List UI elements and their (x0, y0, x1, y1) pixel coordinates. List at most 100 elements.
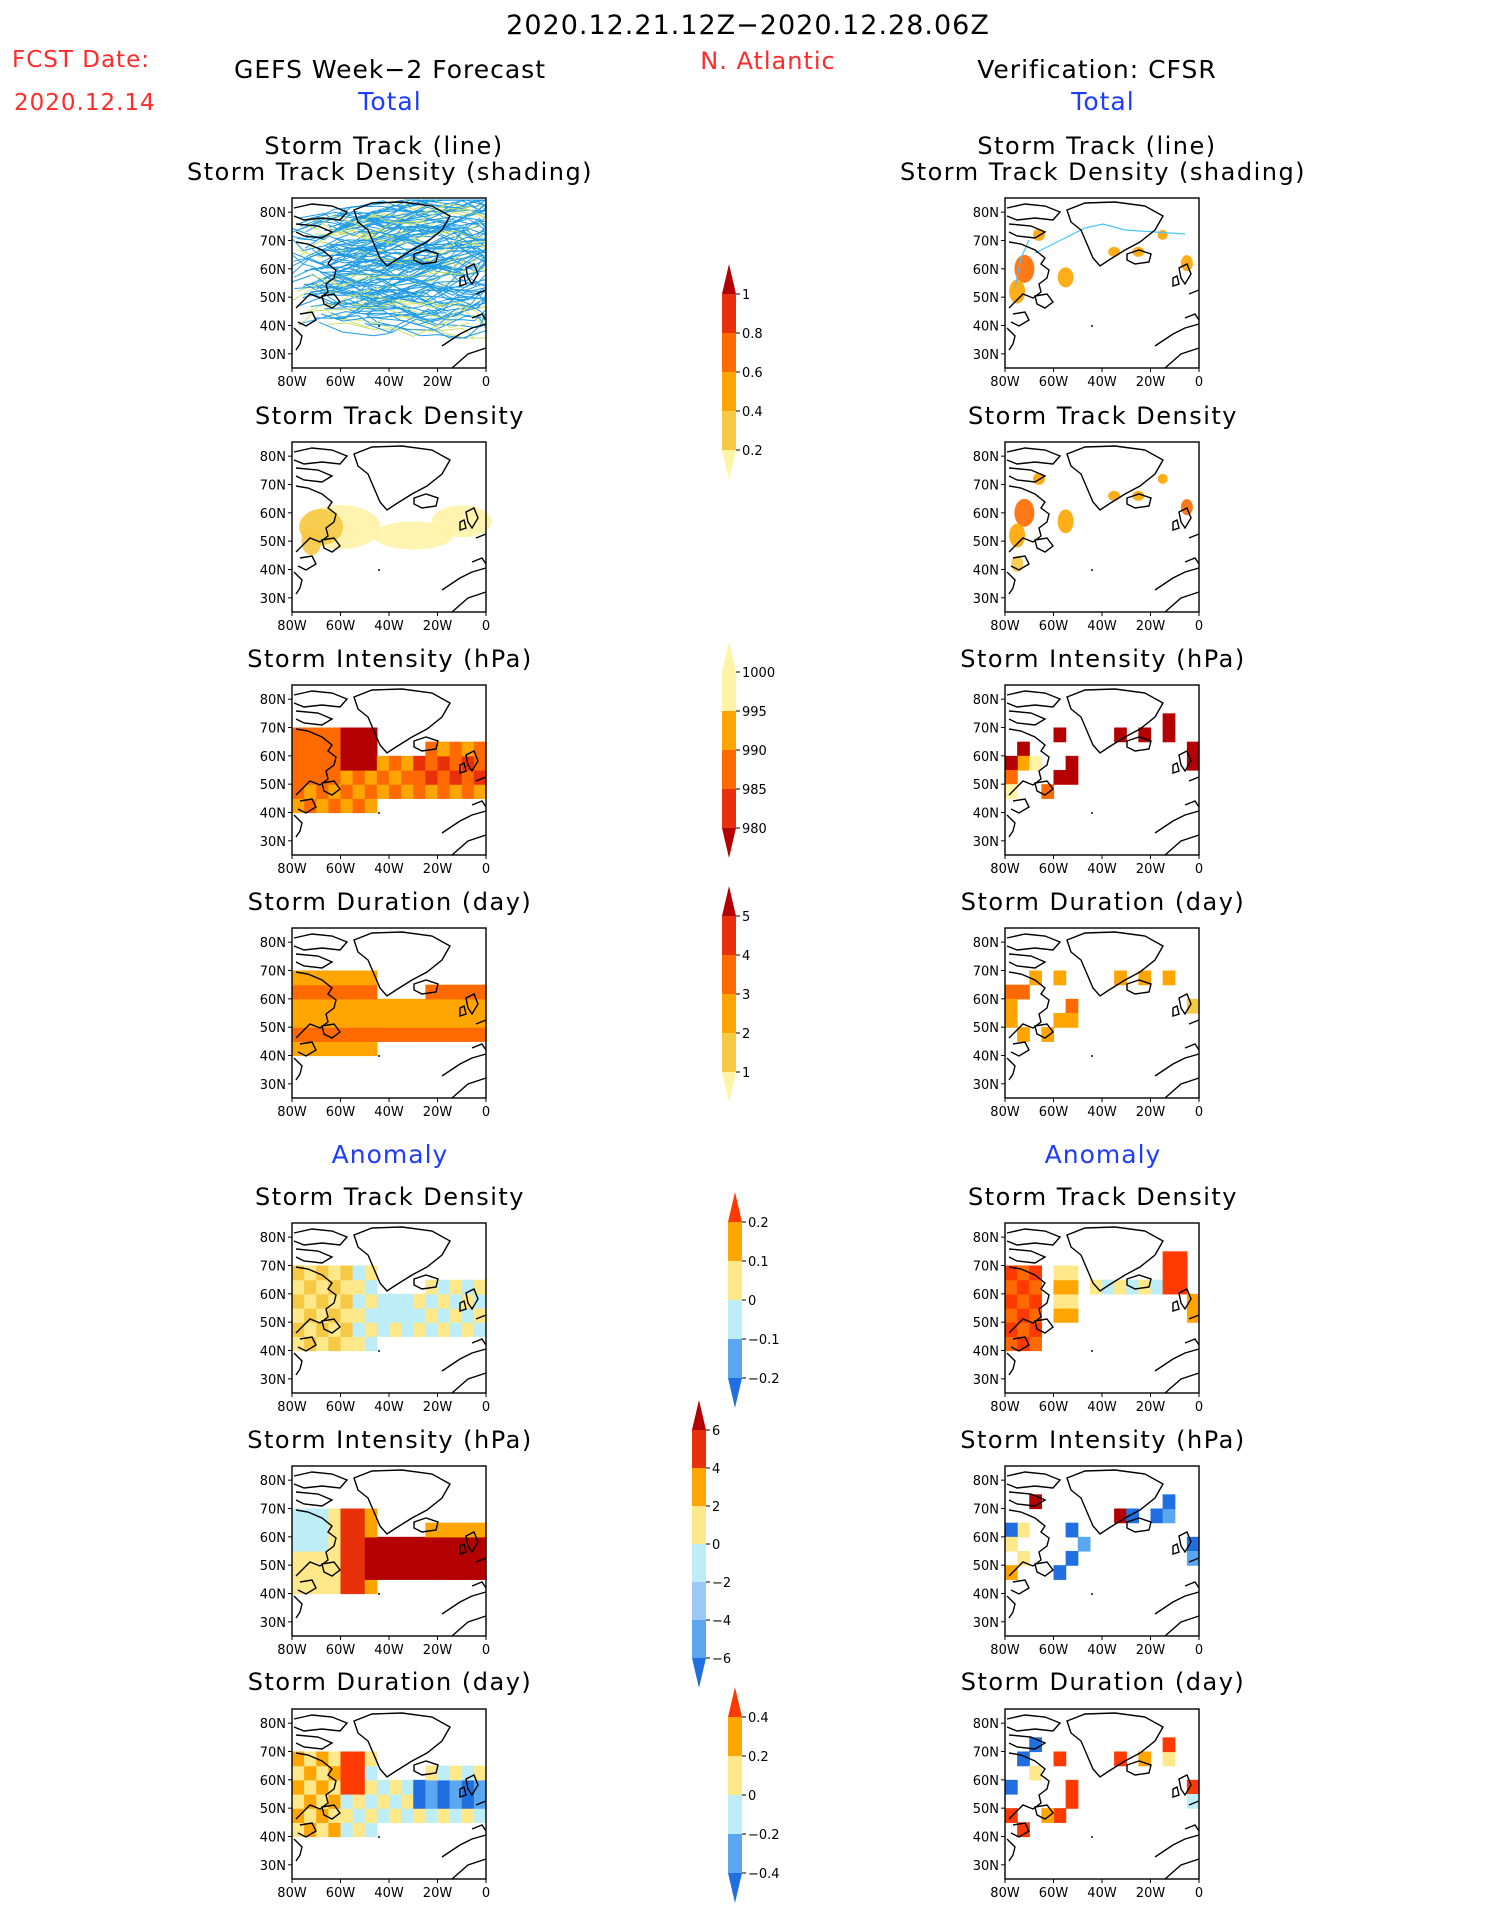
grid-cell (461, 1027, 475, 1042)
lon-tick-label: 20W (423, 862, 453, 877)
colorbar-segment (722, 264, 736, 294)
lat-tick-label: 60N (973, 1774, 999, 1789)
lat-tick-label: 50N (973, 535, 999, 550)
lon-tick-label: 80W (990, 375, 1020, 390)
grid-cell (304, 1565, 317, 1580)
lat-tick-label: 70N (973, 479, 999, 494)
lat-tick-label: 60N (973, 750, 999, 765)
grid-cell (352, 1041, 366, 1057)
grid-cell (1174, 1265, 1188, 1281)
colorbar-label: −0.2 (748, 1372, 780, 1387)
colorbar-segment (692, 1658, 706, 1688)
coastline (1008, 710, 1047, 726)
coastline (1178, 1774, 1192, 1797)
grid-cell (1017, 1027, 1030, 1042)
coastline (353, 1712, 451, 1778)
grid-cell (352, 1508, 366, 1524)
grid-cell (437, 984, 451, 1000)
storm-track-line (340, 258, 487, 304)
lon-tick-label: 20W (423, 1886, 453, 1901)
colorbar-segment (722, 642, 736, 672)
coastline (1066, 201, 1164, 267)
grid-cell (413, 755, 426, 771)
coastline (1034, 1023, 1054, 1039)
coastline (1066, 1469, 1164, 1535)
grid-cell (352, 1579, 366, 1595)
coastline (1008, 1266, 1050, 1334)
coastline (1154, 567, 1200, 591)
lat-tick-label: 60N (973, 507, 999, 522)
lat-tick-label: 40N (260, 1831, 286, 1846)
grid-cell (401, 1027, 414, 1042)
lon-tick-label: 40W (1087, 1105, 1117, 1120)
storm-track-line (334, 216, 487, 233)
grid-cell (328, 1508, 342, 1524)
grid-cell (352, 1027, 366, 1042)
lat-tick-label: 80N (260, 1474, 286, 1489)
coastline (1154, 323, 1200, 347)
lon-tick-label: 40W (374, 1886, 404, 1901)
colorbar-segment (722, 994, 736, 1033)
grid-cell (292, 1765, 305, 1781)
lon-tick-label: 40W (1087, 1886, 1117, 1901)
coastline (293, 1838, 303, 1862)
verif-anom-duration-title: Storm Duration (day) (960, 1668, 1246, 1696)
coastline (475, 1019, 487, 1025)
grid-cell (449, 1522, 463, 1538)
grid-cell (292, 784, 305, 799)
grid-cell (304, 1522, 317, 1538)
colorbar-label: −0.2 (748, 1828, 780, 1843)
lat-tick-label: 50N (260, 291, 286, 306)
grid-cell (364, 1779, 378, 1795)
fcst-date-label: FCST Date: (12, 47, 150, 73)
forecast-anomaly-intensity-map: 80N 70N 60N 50N 40N 30N 80W 60W 40W 20W 0 (252, 1465, 506, 1666)
grid-cell (1041, 1808, 1055, 1823)
lat-tick-label: 40N (973, 1588, 999, 1603)
grid-cell (1065, 1522, 1079, 1538)
grid-cell (340, 1808, 354, 1823)
grid-cell (340, 1794, 354, 1809)
grid-cell (461, 784, 475, 799)
grid-cell (364, 984, 378, 1000)
grid-cell (376, 1808, 390, 1823)
grid-cell (389, 1322, 402, 1337)
grid-cell (1053, 1279, 1067, 1295)
coastline (1184, 1581, 1200, 1589)
grid-cell (1041, 1027, 1055, 1042)
grid-cell (304, 727, 317, 743)
coastline (1006, 690, 1062, 708)
coastline (297, 311, 317, 327)
grid-cell (449, 1027, 463, 1042)
grid-cell (413, 1551, 426, 1566)
lon-tick-label: 60W (326, 619, 356, 634)
grid-cell (352, 770, 366, 785)
coastline (413, 493, 439, 509)
grid-cell (473, 1279, 487, 1295)
grid-cell (449, 1322, 463, 1337)
lon-tick-label: 40W (1087, 1643, 1117, 1658)
coastline (475, 1800, 487, 1806)
coastline (475, 533, 487, 539)
coastline (413, 1760, 439, 1776)
colorbar-label: −0.1 (748, 1333, 780, 1348)
lat-tick-label: 80N (973, 206, 999, 221)
lon-tick-label: 20W (1136, 1643, 1166, 1658)
grid-cell (1065, 998, 1079, 1014)
storm-track-line (309, 217, 487, 258)
grid-cell (352, 1013, 366, 1028)
fcst-density-title: Storm Track Density (255, 402, 525, 430)
forecast-anomaly-heading: Anomaly (331, 1140, 449, 1169)
lon-tick-label: 0 (1195, 375, 1203, 390)
coastline (1006, 1057, 1016, 1081)
grid-cell (304, 1027, 317, 1042)
grid-cell (304, 1551, 317, 1566)
coastline (475, 1557, 487, 1563)
colorbar-segment (728, 1795, 742, 1834)
coastline (1184, 800, 1200, 808)
forecast-density-map: 80N 70N 60N 50N 40N 30N 80W 60W 40W 20W 0 (252, 441, 506, 642)
coastline (1188, 289, 1200, 295)
lat-tick-label: 50N (260, 778, 286, 793)
grid-cell (1053, 770, 1067, 785)
lat-tick-label: 80N (973, 1231, 999, 1246)
lat-tick-label: 80N (973, 936, 999, 951)
